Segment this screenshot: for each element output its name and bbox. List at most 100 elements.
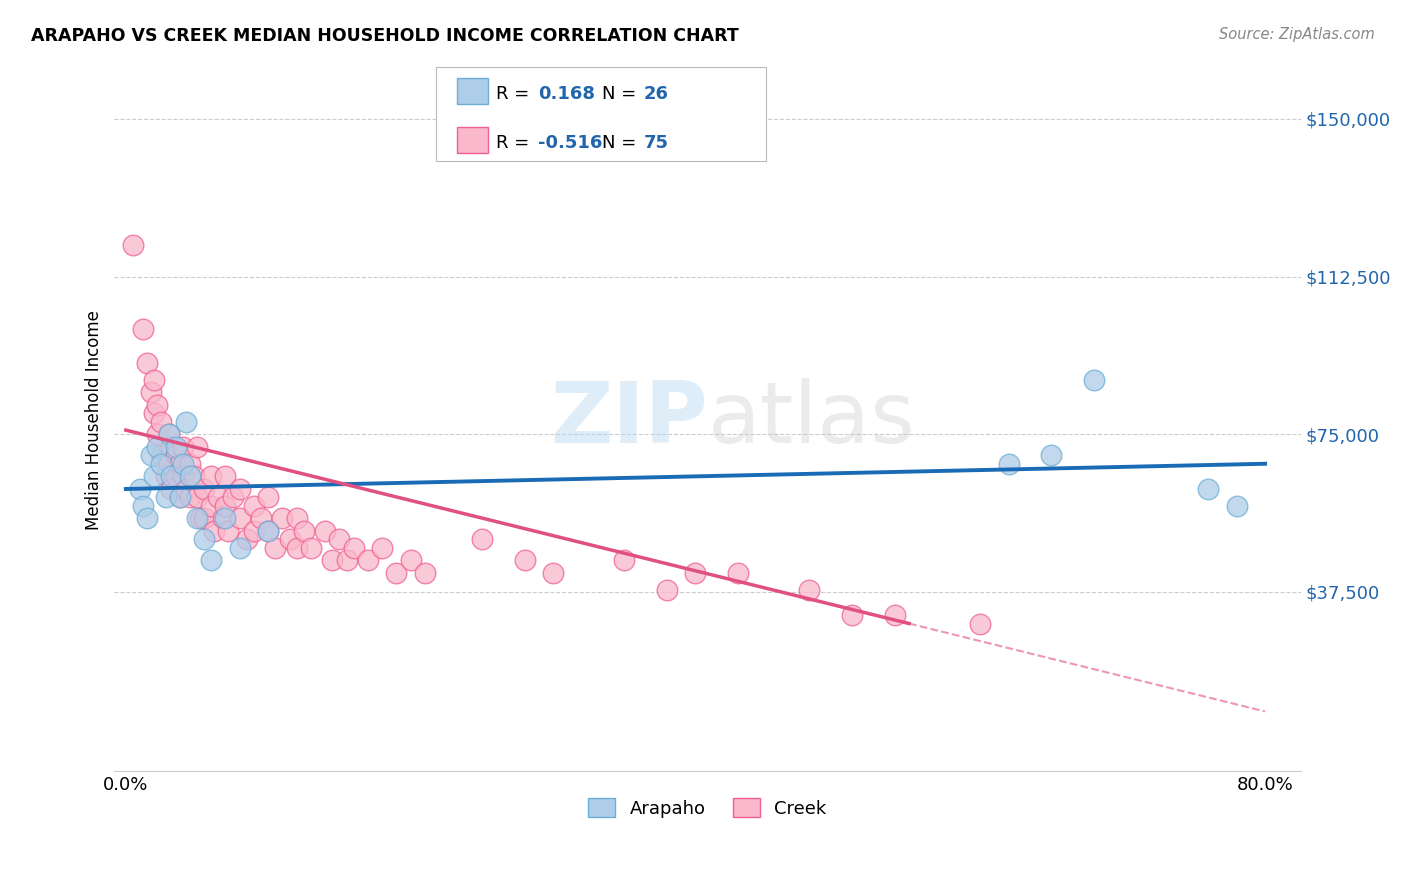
Point [143,406,166,420]
Point [188,511,211,525]
Point [141,448,163,462]
Point [160,440,183,454]
Point [179,469,201,483]
Point [132,322,155,336]
Text: 26: 26 [644,85,669,103]
Point [214,469,236,483]
Text: R =: R = [496,85,536,103]
Point [165,448,187,462]
Point [841,608,863,623]
Point [685,566,707,580]
Point [172,440,194,454]
Point [727,566,749,580]
Point [655,582,678,597]
Point [1225,499,1247,513]
Point [243,499,266,513]
Point [150,415,173,429]
Point [285,541,308,555]
Point [1083,373,1105,387]
Point [193,482,215,496]
Text: 75: 75 [644,134,669,152]
Point [129,482,152,496]
Point [343,541,366,555]
Point [165,440,187,454]
Text: R =: R = [496,134,536,152]
Point [157,427,180,442]
Point [257,491,280,505]
Point [1197,482,1219,496]
Point [969,616,991,631]
Point [169,457,191,471]
Text: Source: ZipAtlas.com: Source: ZipAtlas.com [1219,27,1375,42]
Point [214,499,236,513]
Point [174,415,197,429]
Point [799,582,821,597]
Point [150,448,173,462]
Point [136,356,159,370]
Point [471,533,494,547]
Point [186,491,208,505]
Point [335,553,357,567]
Point [200,469,222,483]
Point [357,553,380,567]
Point [321,553,343,567]
Point [399,553,422,567]
Point [314,524,336,538]
Text: -0.516: -0.516 [538,134,603,152]
Point [143,469,166,483]
Text: ZIP: ZIP [550,378,707,461]
Point [211,511,233,525]
Point [143,373,166,387]
Point [328,533,350,547]
Point [157,427,180,442]
Point [174,482,197,496]
Text: 0.168: 0.168 [538,85,596,103]
Point [264,541,287,555]
Text: N =: N = [602,134,641,152]
Point [221,491,243,505]
Legend: Arapaho, Creek: Arapaho, Creek [581,791,834,825]
Point [299,541,322,555]
Point [278,533,301,547]
Point [169,491,191,505]
Point [202,524,225,538]
Point [229,482,252,496]
Point [229,511,252,525]
Point [513,553,536,567]
Point [371,541,394,555]
Point [172,469,194,483]
Point [285,511,308,525]
Point [155,469,177,483]
Y-axis label: Median Household Income: Median Household Income [86,310,103,530]
Point [271,511,294,525]
Point [229,541,252,555]
Point [165,469,187,483]
Point [186,511,208,525]
Point [207,491,229,505]
Point [200,499,222,513]
Point [200,553,222,567]
Point [193,533,215,547]
Text: atlas: atlas [707,378,915,461]
Point [541,566,564,580]
Point [997,457,1019,471]
Point [157,457,180,471]
Text: ARAPAHO VS CREEK MEDIAN HOUSEHOLD INCOME CORRELATION CHART: ARAPAHO VS CREEK MEDIAN HOUSEHOLD INCOME… [31,27,738,45]
Point [183,469,205,483]
Point [385,566,408,580]
Point [122,238,145,252]
Point [172,457,194,471]
Point [613,553,636,567]
Point [193,511,215,525]
Point [1040,448,1063,462]
Point [186,440,208,454]
Point [214,511,236,525]
Text: N =: N = [602,85,641,103]
Point [243,524,266,538]
Point [883,608,905,623]
Point [160,482,183,496]
Point [292,524,315,538]
Point [155,491,177,505]
Point [136,511,159,525]
Point [160,469,183,483]
